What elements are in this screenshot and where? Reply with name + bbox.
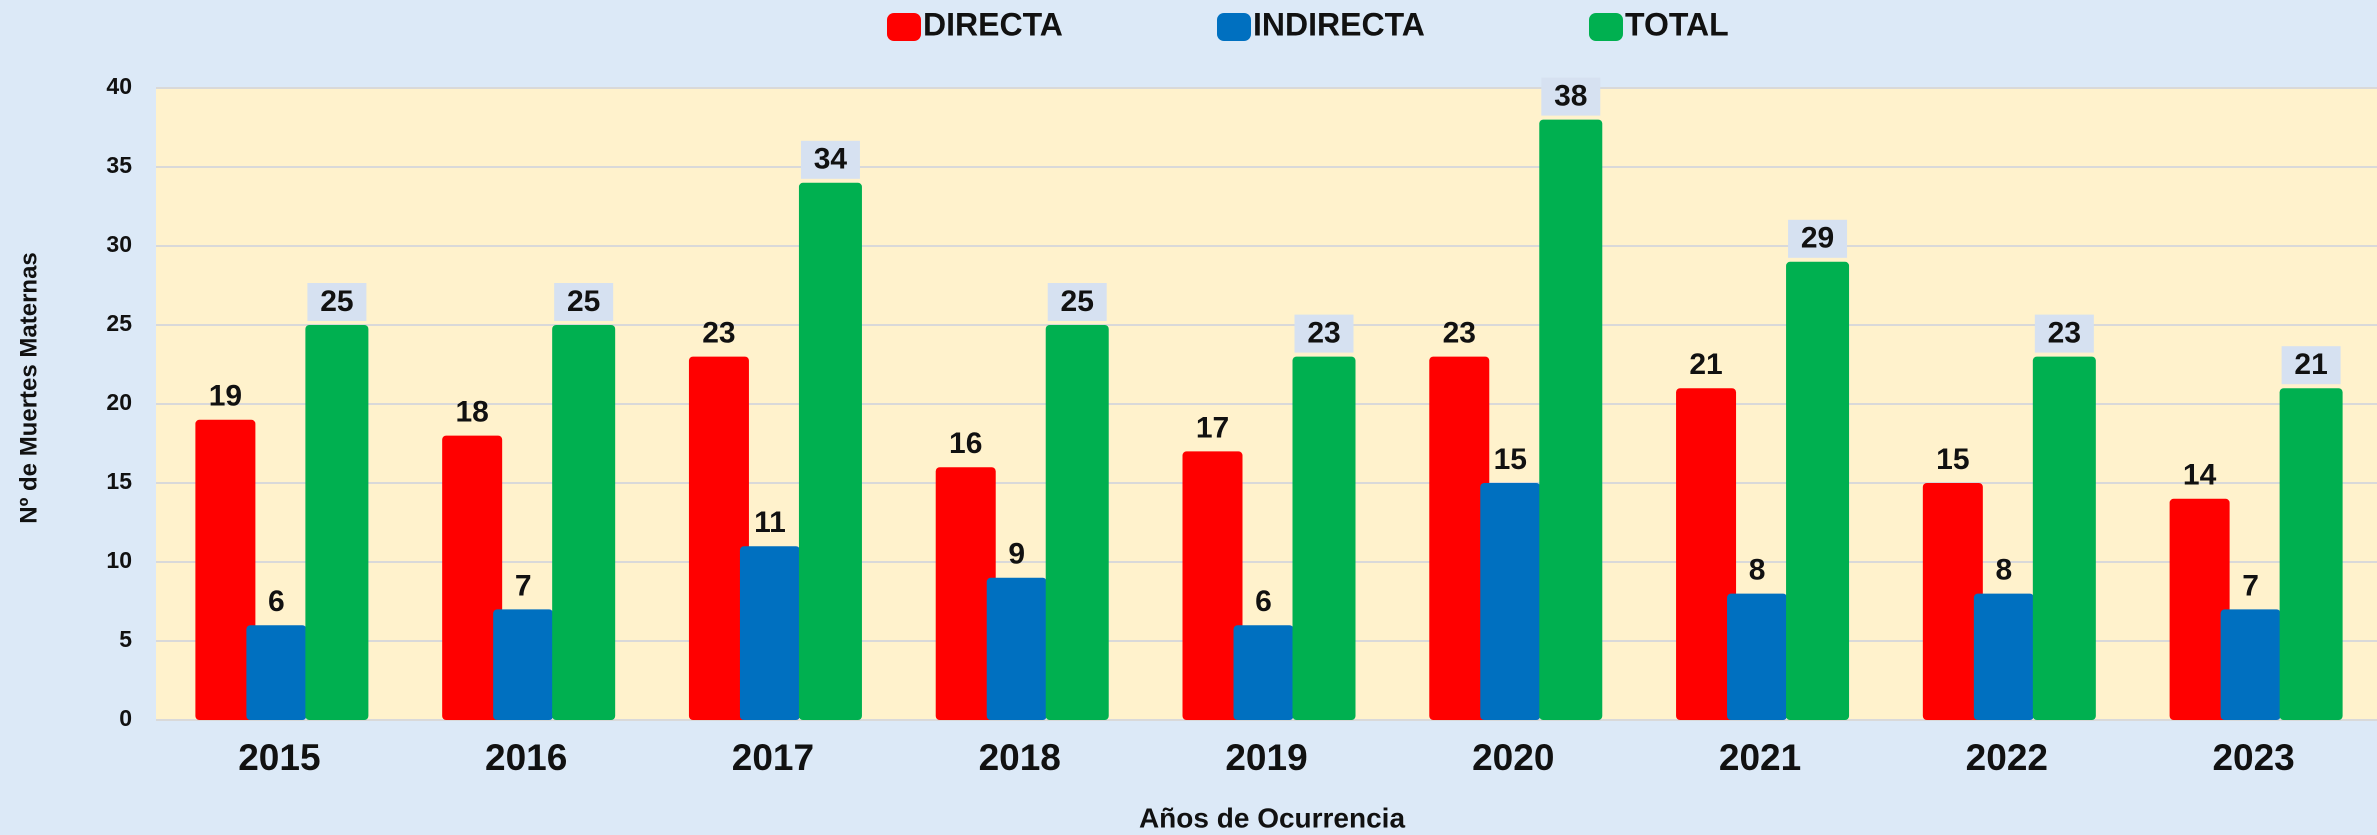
value-label-box xyxy=(554,283,614,321)
bar xyxy=(1539,119,1603,721)
bar xyxy=(1182,451,1243,720)
y-tick-label: 20 xyxy=(106,389,132,415)
value-label: 16 xyxy=(949,427,982,460)
value-label: 21 xyxy=(1689,348,1722,381)
value-label-box xyxy=(800,140,860,179)
legend-swatch xyxy=(887,13,921,41)
value-label: 19 xyxy=(209,380,242,413)
y-tick-label: 35 xyxy=(106,152,132,178)
bar xyxy=(552,325,616,720)
value-label-box xyxy=(1788,219,1848,258)
y-tick-label: 10 xyxy=(106,547,132,573)
value-label: 29 xyxy=(1801,222,1834,255)
x-tick-label: 2022 xyxy=(1966,737,2048,778)
value-label-box xyxy=(1047,283,1107,321)
value-label: 25 xyxy=(1061,285,1094,318)
bar xyxy=(1727,593,1788,720)
bar xyxy=(798,182,862,721)
y-axis-title: Nº de Muertes Maternas xyxy=(15,252,42,524)
bar xyxy=(2279,388,2343,720)
y-tick-label: 40 xyxy=(106,73,132,99)
bar xyxy=(195,419,256,720)
value-label: 6 xyxy=(268,585,285,618)
value-label: 7 xyxy=(515,569,532,602)
bar xyxy=(1973,593,2034,720)
value-label: 23 xyxy=(1443,317,1476,350)
bar xyxy=(2169,498,2230,720)
x-tick-label: 2015 xyxy=(238,737,320,778)
bar xyxy=(442,435,503,720)
bar xyxy=(1786,261,1850,720)
value-label: 15 xyxy=(1494,443,1527,476)
value-label: 11 xyxy=(754,506,786,539)
x-tick-label: 2016 xyxy=(485,737,567,778)
value-label-box xyxy=(1541,77,1601,116)
x-tick-label: 2023 xyxy=(2212,737,2294,778)
y-tick-label: 5 xyxy=(119,626,132,652)
bar xyxy=(246,625,307,720)
bar xyxy=(1429,356,1490,720)
value-label: 8 xyxy=(1749,554,1766,587)
value-label: 34 xyxy=(814,143,848,176)
bar xyxy=(2220,609,2281,720)
legend-swatch xyxy=(1589,13,1623,41)
bar xyxy=(688,356,749,720)
bar xyxy=(493,609,554,720)
bar xyxy=(1045,325,1109,720)
value-label: 7 xyxy=(2242,569,2259,602)
y-tick-label: 25 xyxy=(106,310,132,336)
legend-label: DIRECTA xyxy=(923,6,1063,42)
legend-label: TOTAL xyxy=(1625,6,1729,42)
bar xyxy=(1480,483,1541,720)
value-label: 38 xyxy=(1554,80,1587,113)
legend-label: INDIRECTA xyxy=(1253,6,1425,42)
value-label-box xyxy=(2034,314,2094,353)
value-label: 18 xyxy=(455,396,488,429)
y-tick-label: 15 xyxy=(106,468,132,494)
x-tick-label: 2019 xyxy=(1225,737,1307,778)
bar xyxy=(1922,483,1983,720)
bar xyxy=(935,467,996,720)
bar xyxy=(739,546,800,720)
x-tick-label: 2018 xyxy=(979,737,1061,778)
bar xyxy=(1292,356,1356,720)
value-label: 17 xyxy=(1196,411,1229,444)
bar xyxy=(1676,388,1737,720)
bar xyxy=(305,325,369,720)
value-label: 15 xyxy=(1936,443,1969,476)
value-label: 23 xyxy=(2048,317,2081,350)
value-label-box xyxy=(1294,314,1354,353)
y-tick-label: 30 xyxy=(106,231,132,257)
value-label: 25 xyxy=(320,285,353,318)
value-label-box xyxy=(2281,346,2341,385)
value-label: 21 xyxy=(2294,348,2327,381)
value-label-box xyxy=(307,283,367,321)
x-tick-label: 2017 xyxy=(732,737,814,778)
value-label: 23 xyxy=(1307,317,1340,350)
value-label: 6 xyxy=(1255,585,1272,618)
bar xyxy=(2032,356,2096,720)
bar xyxy=(986,577,1047,720)
legend-swatch xyxy=(1217,13,1251,41)
value-label: 23 xyxy=(702,317,735,350)
value-label: 25 xyxy=(567,285,600,318)
value-label: 9 xyxy=(1008,538,1025,571)
x-axis-title: Años de Ocurrencia xyxy=(1139,802,1406,833)
x-tick-label: 2020 xyxy=(1472,737,1554,778)
x-tick-label: 2021 xyxy=(1719,737,1801,778)
y-tick-label: 0 xyxy=(119,705,132,731)
bar xyxy=(1233,625,1294,720)
value-label: 14 xyxy=(2183,459,2217,492)
value-label: 8 xyxy=(1995,554,2012,587)
